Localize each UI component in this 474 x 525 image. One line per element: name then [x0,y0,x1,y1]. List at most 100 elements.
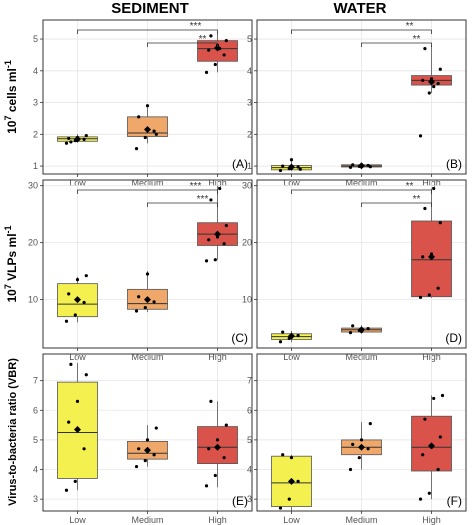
data-point [67,292,71,296]
x-tick-label: Medium [131,515,163,525]
data-point [348,467,353,472]
data-point [224,223,228,228]
data-point [137,295,141,299]
mean-marker [73,426,81,434]
data-point [145,104,150,108]
y-tick-label: 5 [33,34,38,44]
data-point [207,447,211,451]
data-point [432,186,436,191]
data-point [209,399,213,403]
significance-bracket [147,42,218,47]
mean-marker [214,230,222,238]
mean-marker [287,163,295,171]
data-point [204,70,209,74]
data-point [278,506,283,510]
data-point [278,168,283,173]
data-point [438,435,442,439]
significance-label: *** [190,181,202,192]
significance-label: ** [406,181,414,192]
data-point [137,447,141,451]
data-point [432,85,436,89]
y-tick-label: 1 [33,161,38,171]
data-point [209,34,213,38]
mean-marker [144,296,151,304]
significance-bracket [77,189,218,194]
column-title-sediment: SEDIMENT [111,0,189,17]
y-tick-label: 3 [247,98,252,108]
data-point [84,133,88,138]
data-point [209,198,213,202]
data-point [421,255,425,259]
data-point [432,396,436,401]
data-point [222,456,226,460]
data-point [84,373,88,377]
svg-text:Virus-to-bacteria ratio (VBR): Virus-to-bacteria ratio (VBR) [7,358,19,506]
y-tick-label: 3 [247,494,252,504]
data-point [152,453,156,457]
data-point [64,141,69,145]
y-tick-label: 5 [247,435,252,445]
data-point [73,313,77,317]
x-tick-label: Low [69,515,86,525]
data-point [137,115,141,119]
mean-marker [73,296,81,304]
data-point [436,286,440,290]
data-point [296,333,300,338]
panel-label: (A) [232,157,248,171]
data-point [82,300,86,305]
y-axis-label: Virus-to-bacteria ratio (VBR) [7,358,19,506]
significance-label: ** [199,34,207,45]
data-point [281,164,285,168]
data-point [224,423,228,427]
data-point [421,78,425,82]
data-point [278,340,283,344]
data-point [427,293,431,297]
data-point [69,362,73,366]
data-point [64,319,69,323]
data-point [134,146,139,151]
data-point [348,331,353,335]
data-point [222,242,226,246]
mean-marker [287,332,295,340]
panel-label: (D) [445,331,462,345]
data-point [289,158,294,162]
data-point [82,447,86,451]
data-point [440,393,445,398]
y-tick-label: 6 [247,405,252,415]
data-point [204,484,209,488]
y-tick-label: 30 [28,181,38,191]
data-point [366,447,370,451]
data-point [438,221,442,225]
significance-bracket [147,202,218,207]
y-tick-label: 4 [247,465,252,475]
y-tick-label: 30 [242,181,252,191]
y-tick-label: 6 [33,405,38,415]
data-point [224,39,228,43]
data-point [134,464,139,469]
y-tick-label: 4 [247,66,252,76]
panel-e: 3 4 5 6 7 Low Medium High (E) [33,353,253,525]
significance-label: ** [413,34,421,45]
data-point [213,62,217,67]
mean-marker [358,326,365,334]
y-tick-label: 7 [33,376,38,386]
data-point [423,46,427,51]
significance-label: ** [406,21,414,32]
x-tick-label: Low [283,515,300,525]
significance-label: *** [190,21,202,32]
y-tick-label: 3 [33,98,38,108]
data-point [143,135,147,140]
y-tick-label: 3 [33,494,38,504]
data-point [207,48,211,52]
data-point [289,456,294,460]
data-point [423,417,427,421]
data-point [351,163,355,167]
column-title-water: WATER [333,0,387,17]
x-tick-label: High [208,515,227,525]
data-point [75,399,80,403]
data-point [368,165,372,169]
data-point [218,186,222,191]
